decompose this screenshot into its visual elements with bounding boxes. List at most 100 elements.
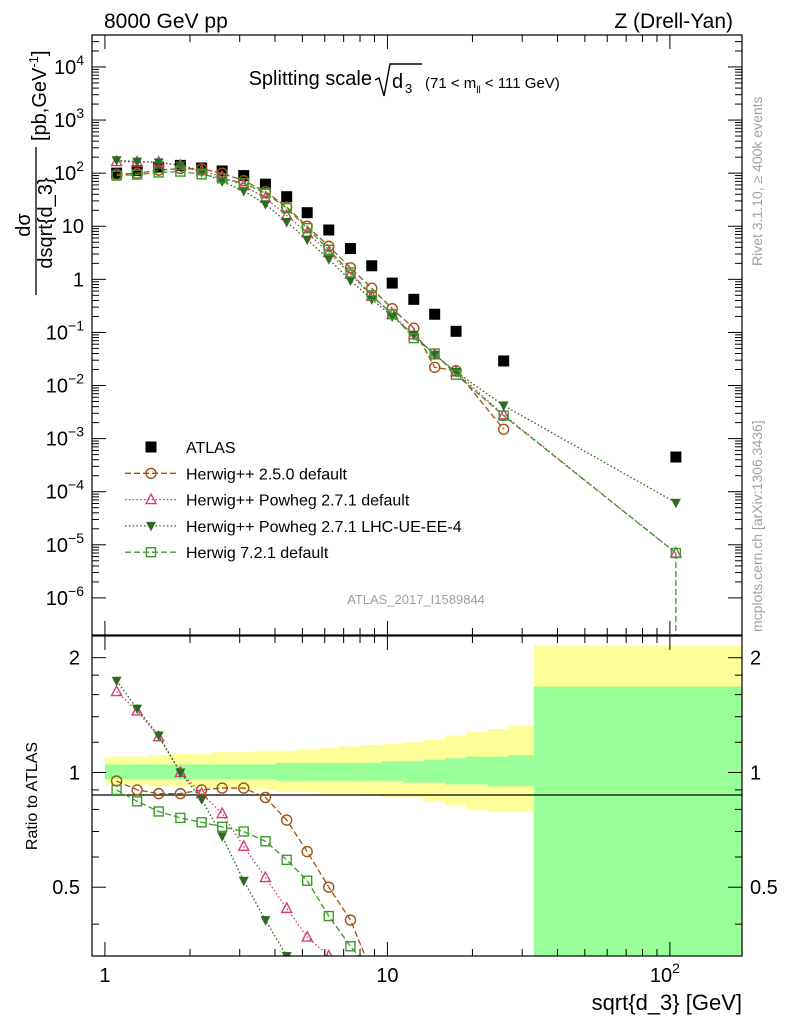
- ratio-point-herwig-2-5-0-default: [238, 782, 250, 794]
- ratio-stat-uncertainty-bin: [254, 764, 277, 780]
- data-point-herwig-7-2-1-default: [131, 169, 143, 180]
- data-point-herwig-powheg-2-7-1-lhc-ue-ee-4: [153, 158, 164, 168]
- data-point-herwig-7-2-1-default: [387, 309, 398, 320]
- ratio-point-herwig-powheg-2-7-1-lhc-ue-ee-4: [238, 876, 249, 887]
- ratio-point-herwig-7-2-1-default: [301, 875, 313, 886]
- y-label-denominator: dsqrt{d_3}: [35, 177, 57, 269]
- legend-marker: [145, 467, 157, 479]
- ratio-tick-label: 0.5: [52, 877, 80, 899]
- data-point-herwig-7-2-1-default: [366, 290, 377, 301]
- data-point-herwig-7-2-1-default: [111, 170, 122, 181]
- data-point-herwig-7-2-1-default: [238, 178, 249, 189]
- y-tick-label: 10−6: [46, 583, 84, 610]
- data-point-herwig-7-2-1-default: [345, 267, 356, 278]
- ratio-point-herwig-powheg-2-7-1-default: [280, 901, 293, 914]
- title-cut-sub: ll: [476, 85, 480, 96]
- ratio-stat-uncertainty-bin: [487, 756, 509, 787]
- ratio-stat-uncertainty-bin: [508, 755, 535, 787]
- data-point-herwig-7-2-1-default: [323, 244, 334, 255]
- ratio-point-herwig-7-2-1-default: [345, 941, 356, 952]
- ratio-point-herwig-powheg-2-7-1-lhc-ue-ee-4: [132, 704, 143, 715]
- ratio-point-herwig-2-5-0-default: [301, 845, 313, 858]
- y-axis-label: dσ dsqrt{d_3} [pb,GeV-1]: [13, 50, 57, 295]
- x-tick-label: 102: [650, 960, 680, 987]
- data-point-atlas: [670, 451, 682, 463]
- title-subscript: 3: [405, 81, 412, 96]
- data-point-herwig-powheg-2-7-1-lhc-ue-ee-4: [345, 276, 356, 287]
- data-point-herwig-powheg-2-7-1-lhc-ue-ee-4: [670, 498, 681, 509]
- ratio-y-label: Ratio to ATLAS: [24, 742, 41, 850]
- ratio-point-herwig-2-5-0-default: [174, 787, 187, 800]
- x-tick-label: 1: [99, 965, 110, 987]
- ratio-point-herwig-powheg-2-7-1-lhc-ue-ee-4: [260, 916, 271, 926]
- ratio-point-herwig-2-5-0-default: [216, 782, 228, 794]
- data-point-herwig-7-2-1-default: [429, 348, 440, 359]
- legend-marker: [144, 492, 158, 505]
- ratio-point-herwig-2-5-0-default: [195, 784, 208, 796]
- ratio-stat-uncertainty-bin: [318, 762, 340, 781]
- y-tick-label: 10−4: [46, 477, 84, 504]
- x-tick-label: 10: [376, 965, 398, 987]
- ratio-point-herwig-powheg-2-7-1-lhc-ue-ee-4: [153, 731, 164, 742]
- title-cut-open: (71 < mll < 111 GeV): [425, 75, 560, 96]
- data-point-atlas: [408, 293, 420, 305]
- data-point-herwig-7-2-1-default: [498, 410, 509, 421]
- ratio-point-herwig-powheg-2-7-1-default: [325, 948, 333, 956]
- ratio-point-herwig-7-2-1-default: [131, 796, 143, 807]
- mcplots-label: mcplots.cern.ch [arXiv:1306.3436]: [749, 420, 765, 632]
- rivet-label: Rivet 3.1.10, ≥ 400k events: [749, 96, 765, 266]
- ratio-point-herwig-2-5-0-default: [280, 814, 293, 826]
- data-point-herwig-7-2-1-default: [301, 222, 313, 234]
- ratio-point-herwig-7-2-1-default: [196, 817, 207, 828]
- data-point-herwig-2-5-0-default: [497, 423, 510, 435]
- data-point-herwig-powheg-2-7-1-lhc-ue-ee-4: [132, 157, 143, 168]
- ratio-point-herwig-7-2-1-default: [175, 812, 186, 824]
- legend-label: Herwig++ Powheg 2.7.1 LHC-UE-EE-4: [186, 519, 462, 536]
- ratio-point-herwig-7-2-1-default: [281, 854, 292, 866]
- ratio-point-herwig-powheg-2-7-1-lhc-ue-ee-4: [281, 952, 292, 956]
- legend-marker: [145, 547, 157, 558]
- ratio-point-herwig-7-2-1-default: [216, 821, 228, 833]
- ratio-point-herwig-powheg-2-7-1-default: [130, 703, 144, 716]
- ratio-tick-label-right: 0.5: [750, 877, 778, 899]
- ratio-stat-uncertainty-bin: [402, 761, 425, 783]
- data-point-herwig-2-5-0-default: [428, 361, 441, 374]
- ratio-point-herwig-powheg-2-7-1-default: [237, 839, 250, 852]
- ratio-point-herwig-powheg-2-7-1-default: [110, 684, 123, 697]
- data-point-herwig-powheg-2-7-1-lhc-ue-ee-4: [429, 350, 440, 361]
- ratio-stat-uncertainty-bin: [147, 764, 171, 780]
- y-label-units: [pb,GeV-1]: [26, 50, 51, 141]
- data-point-herwig-7-2-1-default: [260, 187, 271, 199]
- ratio-point-herwig-powheg-2-7-1-lhc-ue-ee-4: [217, 832, 228, 842]
- data-point-atlas: [429, 308, 441, 320]
- ratio-axis-ticks: 0.5 0.5 1 1 2 2 1 10 102: [52, 636, 778, 987]
- data-point-herwig-powheg-2-7-1-lhc-ue-ee-4: [175, 161, 186, 171]
- data-point-herwig-powheg-2-7-1-lhc-ue-ee-4: [260, 200, 271, 210]
- ratio-line-herwig-2-5-0-default: [116, 780, 366, 956]
- ratio-stat-uncertainty-bin: [191, 764, 213, 780]
- ratio-stat-uncertainty-bin: [445, 758, 467, 785]
- legend: ATLAS Herwig++ 2.5.0 default Herwig++ Powh…: [125, 440, 462, 562]
- legend-label: Herwig++ Powheg 2.7.1 default: [186, 493, 410, 510]
- data-point-atlas: [301, 207, 313, 219]
- title-cut-open-text: (71 < m: [425, 75, 476, 92]
- ratio-point-herwig-2-5-0-default: [344, 914, 357, 926]
- ratio-line-herwig-powheg-2-7-1-default: [116, 691, 330, 956]
- data-point-herwig-7-2-1-default: [216, 173, 228, 184]
- ratio-point-herwig-2-5-0-default: [152, 787, 165, 800]
- ratio-stat-uncertainty-bin: [127, 764, 149, 780]
- data-point-herwig-powheg-2-7-1-lhc-ue-ee-4: [238, 187, 249, 197]
- ratio-stat-uncertainty-bin: [381, 761, 404, 781]
- ratio-line-herwig-7-2-1-default: [116, 789, 360, 956]
- x-axis-label: sqrt{d_3} [GeV]: [592, 990, 742, 1015]
- y-tick-label: 10−2: [46, 371, 84, 398]
- main-data-marks: [110, 154, 683, 635]
- ratio-stat-uncertainty-bin: [360, 762, 383, 781]
- legend-marker: [146, 521, 156, 532]
- ratio-stat-uncertainty-bin: [233, 764, 255, 780]
- data-point-atlas: [498, 355, 510, 367]
- ratio-stat-uncertainty-bin: [339, 762, 361, 781]
- ratio-tick-label-right: 2: [750, 648, 761, 670]
